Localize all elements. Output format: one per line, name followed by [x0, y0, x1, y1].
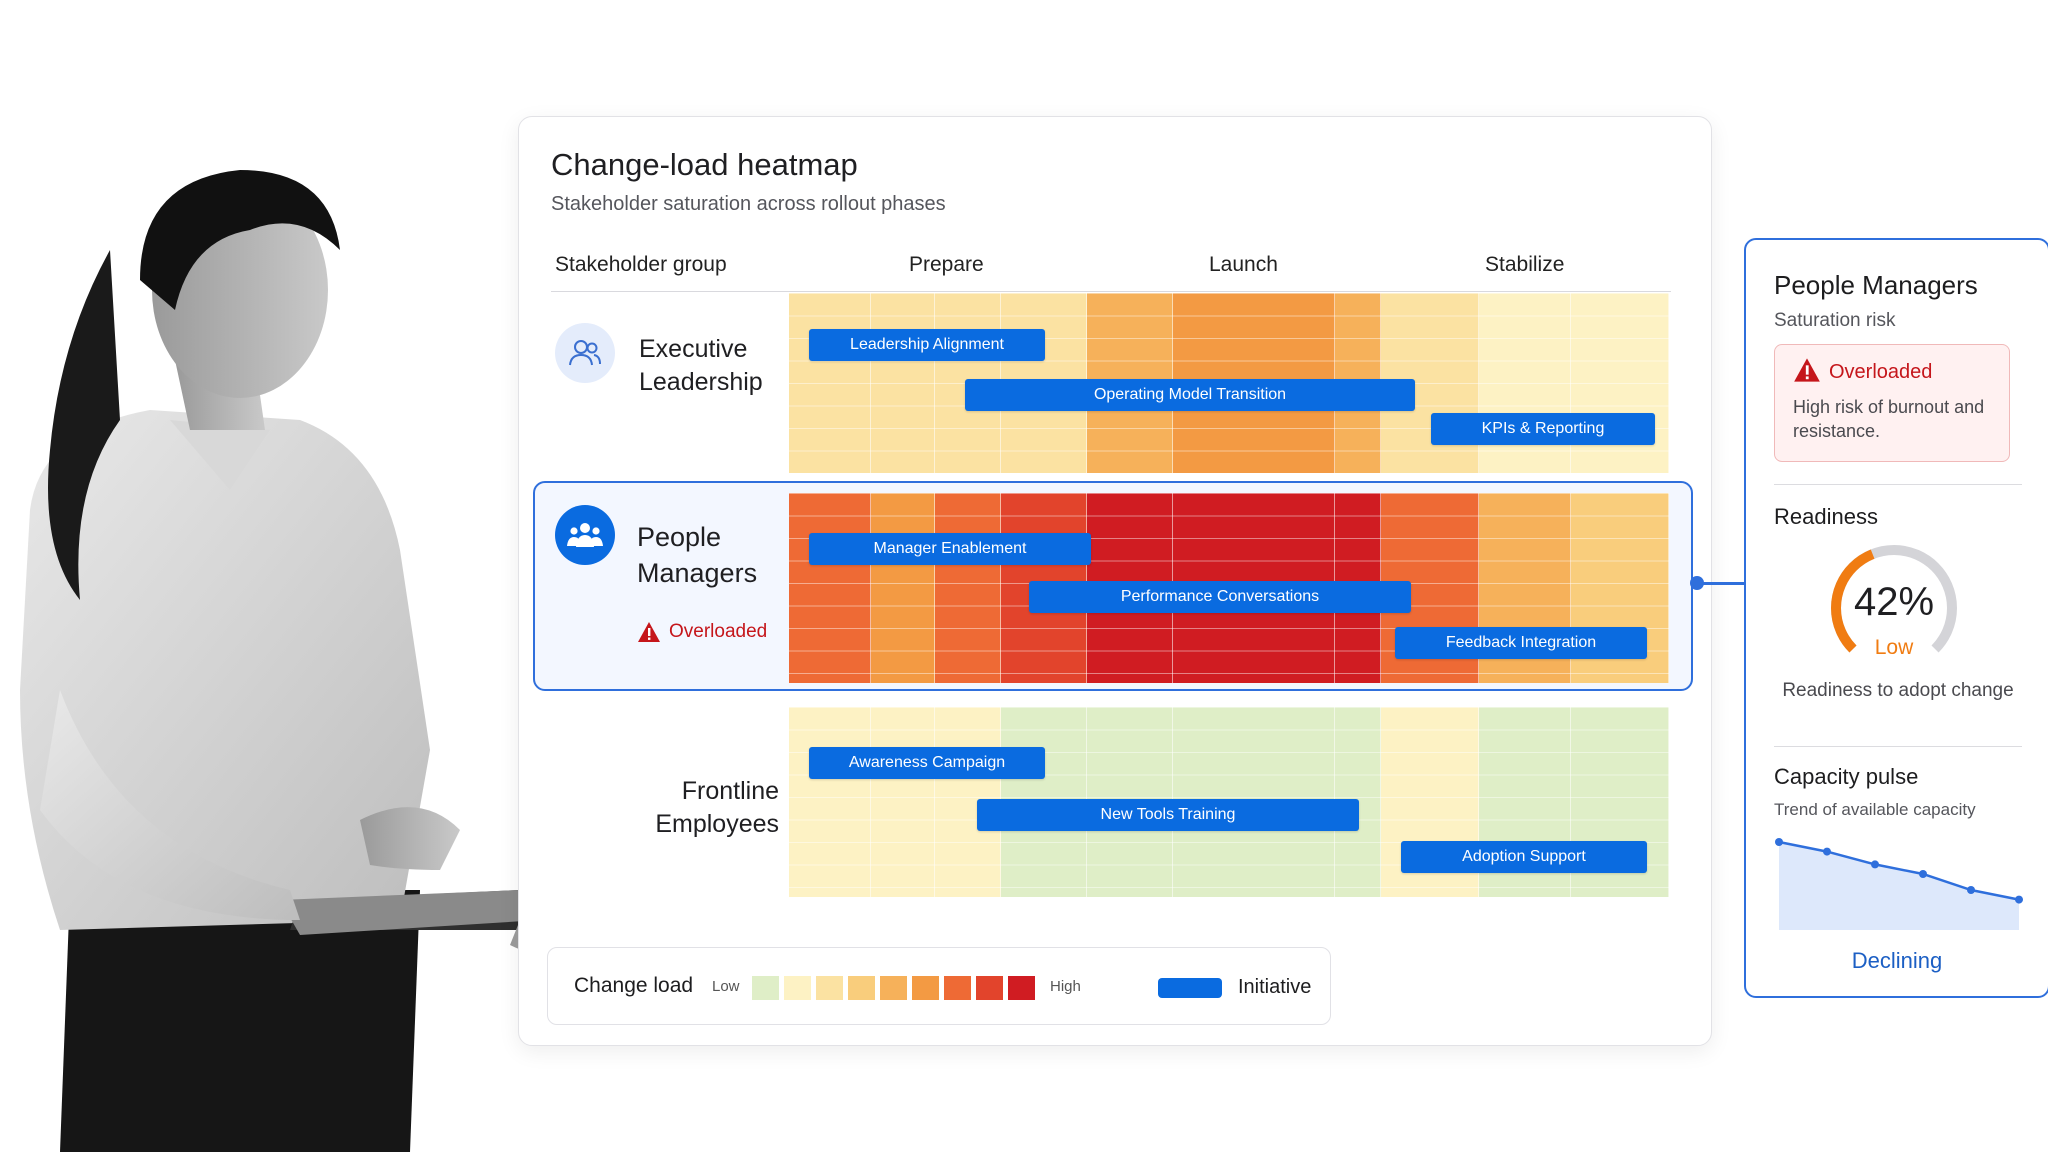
row-people-managers[interactable]: People Managers Overloaded Manager Enabl… [519, 481, 1709, 691]
legend-high-label: High [1050, 978, 1081, 995]
connector-dot [1690, 576, 1704, 590]
readiness-gauge [1831, 545, 1957, 671]
alert-description: High risk of burnout and resistance. [1793, 397, 1985, 441]
readiness-caption: Readiness to adopt change [1782, 680, 2014, 701]
overloaded-alert: Overloaded High risk of burnout and resi… [1774, 344, 2010, 462]
phase-header-stabilize: Stabilize [1485, 253, 1565, 276]
capacity-status: Declining [1851, 948, 1943, 973]
heatmap-cell [1335, 493, 1381, 683]
heatmap-cell [935, 493, 1001, 683]
header-divider [551, 291, 1671, 292]
row-label-frontline: Frontline Employees [655, 777, 779, 838]
legend-initiative-swatch [1158, 978, 1222, 998]
legend-color-scale [752, 976, 1035, 1000]
row-executive-leadership[interactable]: Executive Leadership Leadership Alignmen… [519, 293, 1709, 473]
panel-divider [1774, 484, 2022, 485]
legend-swatch [976, 976, 1003, 1000]
capacity-point [1967, 886, 1975, 894]
legend-swatch [880, 976, 907, 1000]
capacity-subtitle: Trend of available capacity [1774, 800, 1976, 819]
phase-header-launch: Launch [1209, 253, 1278, 276]
legend-swatch [816, 976, 843, 1000]
heatmap-cell [789, 293, 871, 473]
alert-title: Overloaded [1829, 361, 1933, 383]
capacity-trend-chart [1775, 838, 2023, 930]
capacity-point [1871, 860, 1879, 869]
capacity-heading: Capacity pulse [1774, 764, 1919, 789]
capacity-point [2015, 895, 2023, 904]
legend-swatch [1008, 976, 1035, 1000]
legend-swatch [752, 976, 779, 1000]
heatmap-subtitle: Stakeholder saturation across rollout ph… [551, 193, 946, 215]
people-managers-detail-panel: People Managers Saturation risk Overload… [1744, 238, 2048, 998]
change-load-heatmap-card: Change-load heatmap Stakeholder saturati… [518, 116, 1712, 1046]
change-load-legend: Change load Low High Initiative [547, 947, 1331, 1025]
legend-swatch [912, 976, 939, 1000]
capacity-point [1919, 870, 1927, 878]
initiative-bar[interactable]: Operating Model Transition [965, 379, 1415, 411]
capacity-area [1779, 842, 2019, 930]
initiative-bar[interactable]: KPIs & Reporting [1431, 413, 1655, 445]
stakeholder-group-header: Stakeholder group [555, 253, 727, 276]
readiness-level: Low [1874, 636, 1914, 659]
heatmap-cell [789, 493, 871, 683]
panel-subtitle: Saturation risk [1774, 310, 1896, 331]
initiative-bar[interactable]: Manager Enablement [809, 533, 1091, 565]
capacity-point [1775, 838, 1783, 846]
legend-low-label: Low [712, 978, 740, 995]
overloaded-status: Overloaded [637, 621, 767, 643]
initiative-bar[interactable]: New Tools Training [977, 799, 1359, 831]
phase-header-prepare: Prepare [909, 253, 984, 276]
heatmap-cell [871, 293, 935, 473]
row-label-executive: Executive Leadership [639, 335, 763, 396]
legend-swatch [848, 976, 875, 1000]
heatmap-cell [1479, 293, 1571, 473]
legend-title: Change load [574, 974, 694, 997]
capacity-point [1823, 847, 1831, 856]
people-outline-icon [555, 323, 615, 383]
initiative-bar[interactable]: Adoption Support [1401, 841, 1647, 873]
heatmap-cell [789, 707, 871, 897]
heatmap-cell [871, 493, 935, 683]
heatmap-cell [871, 707, 935, 897]
heatmap-title: Change-load heatmap [551, 147, 858, 182]
warning-icon [638, 622, 660, 642]
initiative-bar[interactable]: Feedback Integration [1395, 627, 1647, 659]
warning-icon [1794, 358, 1820, 382]
row-frontline-employees[interactable]: Frontline Employees Awareness Campaign N… [519, 707, 1709, 897]
legend-initiative-label: Initiative [1238, 976, 1312, 998]
heatmap-cell [1571, 293, 1669, 473]
people-group-icon [555, 505, 615, 565]
initiative-bar[interactable]: Leadership Alignment [809, 329, 1045, 361]
readiness-value: 42% [1853, 580, 1935, 624]
connector-line [1698, 582, 1744, 585]
readiness-heading: Readiness [1774, 504, 1878, 529]
readiness-gauge-fill [1831, 545, 1957, 671]
row-label-managers: People Managers [637, 522, 758, 588]
panel-divider [1774, 746, 2022, 747]
capacity-line [1778, 840, 2020, 901]
legend-swatch [784, 976, 811, 1000]
panel-title: People Managers [1774, 270, 1978, 300]
legend-swatch [944, 976, 971, 1000]
initiative-bar[interactable]: Awareness Campaign [809, 747, 1045, 779]
initiative-bar[interactable]: Performance Conversations [1029, 581, 1411, 613]
